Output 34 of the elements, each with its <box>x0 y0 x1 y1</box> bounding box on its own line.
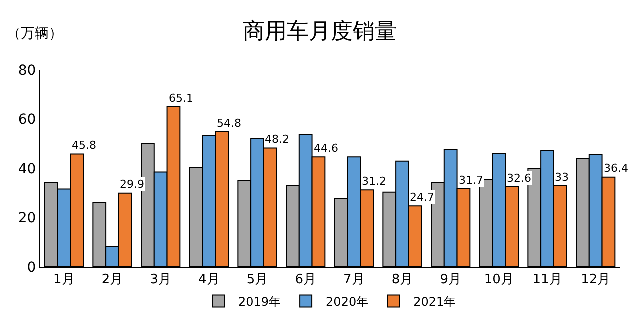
data-label: 31.2 <box>362 175 386 188</box>
x-tick-label: 5月 <box>246 272 268 288</box>
legend-label: 2019年 <box>238 294 282 309</box>
x-tick-label: 9月 <box>440 272 462 288</box>
legend-label: 2021年 <box>414 294 456 309</box>
x-tick-label: 8月 <box>392 272 414 288</box>
x-tick-label: 1月 <box>54 272 75 288</box>
data-label: 54.8 <box>217 117 242 130</box>
data-label: 24.7 <box>410 191 434 204</box>
x-tick-label: 11月 <box>532 272 562 288</box>
x-tick-label: 4月 <box>198 272 220 288</box>
data-label: 31.7 <box>459 174 484 187</box>
x-tick-label: 10月 <box>484 272 514 288</box>
data-label: 33 <box>555 171 569 184</box>
x-tick-label: 3月 <box>150 272 172 288</box>
legend-label: 2020年 <box>326 294 369 309</box>
data-label: 32.6 <box>507 172 532 185</box>
x-tick-label: 2月 <box>102 272 124 288</box>
data-label: 44.6 <box>314 142 338 155</box>
data-label: 29.9 <box>120 178 144 191</box>
x-tick-label: 7月 <box>344 272 365 288</box>
chart-title: 商用车月度销量 <box>243 19 397 44</box>
data-label: 65.1 <box>169 92 194 105</box>
y-axis-title: （万辆） <box>7 26 63 42</box>
y-tick-label: 80 <box>18 62 36 79</box>
y-tick-label: 0 <box>27 260 36 276</box>
y-tick-label: 20 <box>18 210 36 227</box>
y-tick-label: 40 <box>18 161 36 178</box>
data-label: 45.8 <box>72 139 96 152</box>
x-tick-label: 6月 <box>295 272 316 288</box>
x-tick-label: 12月 <box>581 272 611 288</box>
data-label: 36.4 <box>604 162 628 175</box>
y-tick-label: 60 <box>18 112 36 128</box>
data-label: 48.2 <box>265 133 290 146</box>
